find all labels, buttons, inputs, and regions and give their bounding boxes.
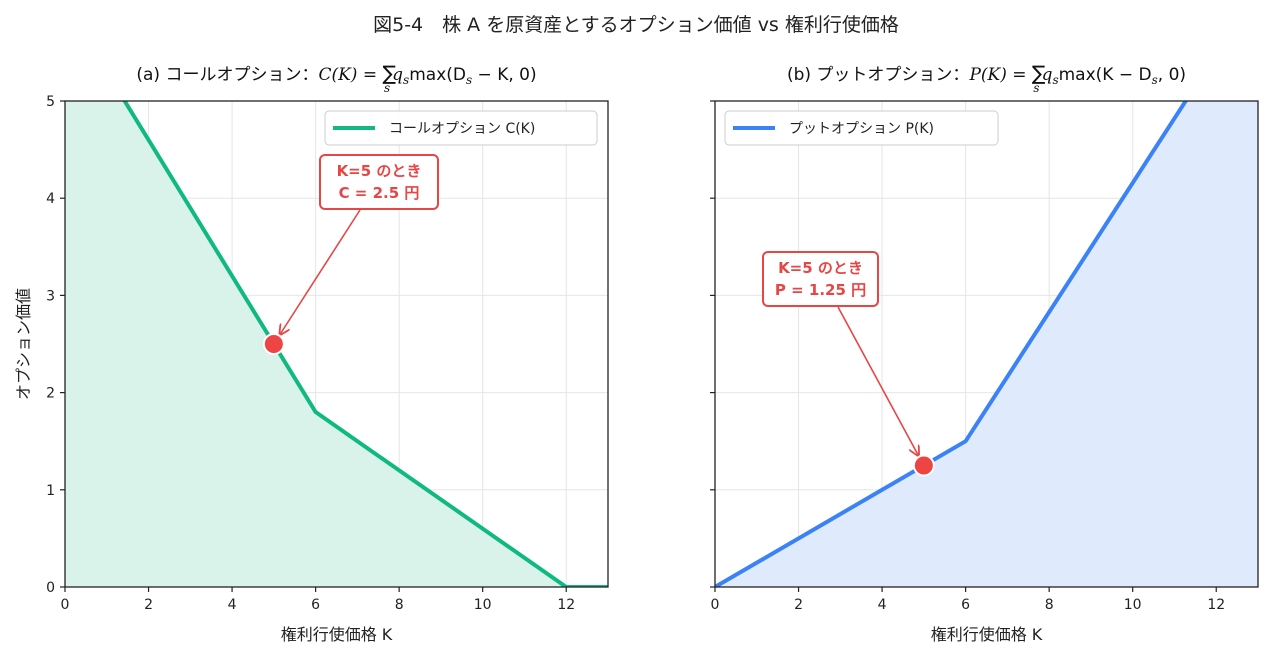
legend-label: コールオプション C(K): [389, 121, 535, 137]
annotation-box: [319, 154, 439, 210]
annotation-line-2: C = 2.5 円: [339, 184, 420, 202]
chart-panel-put: 0 2 4 6 8 10 12 権利行使価格 K (b) プットオプション：P(K) = ∑ sq…: [710, 61, 1259, 644]
y-tick-label: 0: [46, 580, 55, 596]
x-axis-label: 権利行使価格 K: [931, 625, 1043, 644]
annotation-arrow: [837, 306, 919, 456]
legend: プットオプション P(K): [724, 110, 999, 146]
y-tick-label: 3: [46, 288, 55, 304]
highlight-point: [262, 333, 285, 355]
x-tick-label: 6: [961, 597, 970, 613]
annotation-box: [762, 251, 879, 307]
x-tick-label: 12: [557, 597, 575, 613]
y-axis-label: オプション価値: [14, 288, 33, 400]
x-tick-label: 8: [395, 597, 404, 613]
x-tick-label: 0: [711, 597, 720, 613]
y-tick-label: 5: [46, 94, 55, 110]
series-line: [715, 101, 1189, 587]
annotation-line-1: K=5 のとき: [337, 162, 422, 180]
area-fill: [65, 101, 608, 587]
panel-title: (b) プットオプション：P(K) = ∑ sqsmax(K − Ds, 0): [787, 61, 1186, 95]
x-tick-label: 10: [1124, 597, 1142, 613]
annotation: K=5 のとき C = 2.5 円: [280, 154, 439, 335]
axes-frame: [64, 100, 609, 588]
x-tick-label: 2: [794, 597, 803, 613]
x-tick-label: 4: [228, 597, 237, 613]
x-tick-label: 0: [61, 597, 70, 613]
axes-frame: [714, 100, 1259, 588]
series-line: [122, 101, 608, 587]
x-tick-label: 4: [878, 597, 887, 613]
figure-title: 図5-4 株 A を原資産とするオプション価値 vs 権利行使価格: [373, 14, 899, 36]
y-tick-label: 2: [46, 386, 55, 402]
x-tick-label: 2: [144, 597, 153, 613]
panel-title: (a) コールオプション：C(K) = ∑ sqsmax(Ds − K, 0): [136, 61, 536, 95]
legend: コールオプション C(K): [324, 110, 598, 146]
annotation: K=5 のとき P = 1.25 円: [762, 251, 919, 456]
area-fill: [715, 101, 1258, 587]
y-tick-label: 1: [46, 483, 55, 499]
annotation-line-2: P = 1.25 円: [775, 281, 866, 299]
legend-box: [324, 110, 598, 146]
highlight-point: [912, 454, 935, 477]
legend-label: プットオプション P(K): [789, 121, 934, 137]
y-tick-label: 4: [46, 191, 55, 207]
x-tick-label: 8: [1045, 597, 1054, 613]
annotation-arrow: [280, 209, 361, 335]
x-tick-label: 6: [311, 597, 320, 613]
x-axis-label: 権利行使価格 K: [281, 625, 393, 644]
x-tick-label: 12: [1207, 597, 1225, 613]
x-tick-label: 10: [474, 597, 492, 613]
legend-box: [724, 110, 999, 146]
annotation-line-1: K=5 のとき: [778, 259, 863, 277]
